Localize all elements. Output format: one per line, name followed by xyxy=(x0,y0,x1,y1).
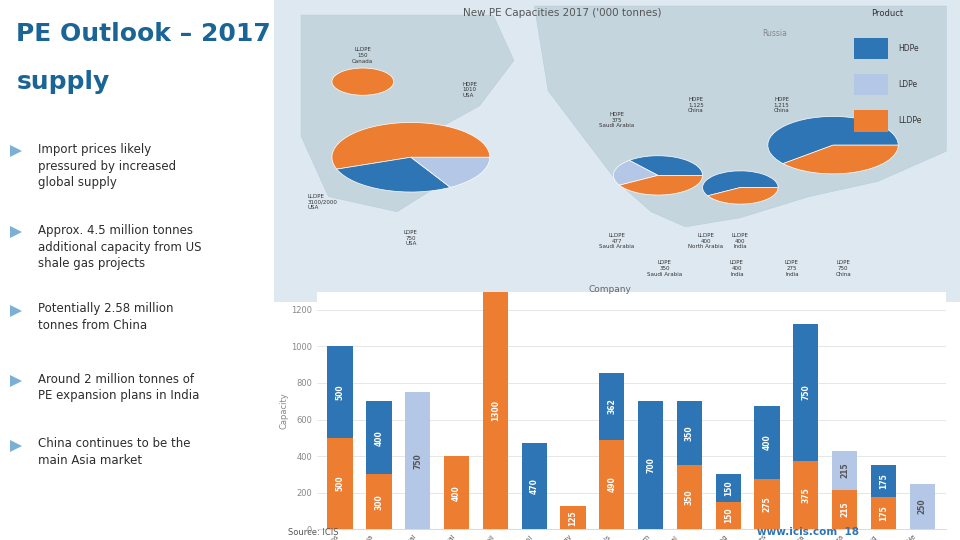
Wedge shape xyxy=(703,171,779,196)
Text: 175: 175 xyxy=(879,505,888,521)
Text: Potentially 2.58 million
tonnes from China: Potentially 2.58 million tonnes from Chi… xyxy=(38,302,174,332)
Polygon shape xyxy=(301,15,514,212)
Text: 490: 490 xyxy=(608,476,616,492)
Text: 750: 750 xyxy=(413,453,422,469)
Text: 500: 500 xyxy=(336,384,345,400)
Text: LDPE
750
USA: LDPE 750 USA xyxy=(404,230,418,246)
Text: Import prices likely
pressured by increased
global supply: Import prices likely pressured by increa… xyxy=(38,143,177,189)
Text: 250: 250 xyxy=(918,498,926,514)
Text: 150: 150 xyxy=(724,508,732,523)
Bar xyxy=(677,401,702,465)
Bar xyxy=(483,292,508,529)
Bar xyxy=(367,401,392,474)
Text: 400: 400 xyxy=(374,430,383,446)
Bar xyxy=(715,474,741,502)
Bar xyxy=(521,443,547,529)
Text: 700: 700 xyxy=(646,457,655,473)
Bar xyxy=(832,450,857,490)
Bar xyxy=(599,440,624,529)
Text: 300: 300 xyxy=(374,494,383,510)
Text: HDPE
1010
USA: HDPE 1010 USA xyxy=(463,82,477,98)
Bar xyxy=(327,438,352,529)
Wedge shape xyxy=(619,176,703,195)
Text: LDPE
350
Saudi Arabia: LDPE 350 Saudi Arabia xyxy=(647,260,683,276)
Wedge shape xyxy=(337,157,450,192)
Bar xyxy=(405,392,430,529)
Text: LDPe: LDPe xyxy=(899,80,918,89)
Text: supply: supply xyxy=(16,70,109,94)
Bar xyxy=(832,490,857,529)
Y-axis label: Capacity: Capacity xyxy=(279,392,288,429)
Text: HDPE
375
Saudi Arabia: HDPE 375 Saudi Arabia xyxy=(599,112,635,129)
Polygon shape xyxy=(535,6,947,227)
Text: LLDPE
477
Saudi Arabia: LLDPE 477 Saudi Arabia xyxy=(599,233,635,249)
Wedge shape xyxy=(708,187,779,204)
Text: LDPE
275
India: LDPE 275 India xyxy=(785,260,799,276)
Text: Approx. 4.5 million tonnes
additional capacity from US
shale gas projects: Approx. 4.5 million tonnes additional ca… xyxy=(38,224,202,270)
Text: LDPE
400
India: LDPE 400 India xyxy=(730,260,744,276)
Wedge shape xyxy=(411,157,490,187)
Bar xyxy=(853,38,888,59)
Text: 275: 275 xyxy=(762,496,772,512)
Text: 125: 125 xyxy=(568,510,578,525)
Bar xyxy=(910,483,935,529)
Bar xyxy=(561,507,586,529)
Text: Product: Product xyxy=(871,9,903,18)
Text: China continues to be the
main Asia market: China continues to be the main Asia mark… xyxy=(38,437,191,467)
Bar xyxy=(677,465,702,529)
Wedge shape xyxy=(613,160,658,185)
Text: Russia: Russia xyxy=(762,29,787,38)
Bar xyxy=(793,323,819,461)
Text: New PE Capacities 2017 ('000 tonnes): New PE Capacities 2017 ('000 tonnes) xyxy=(463,8,661,18)
Bar xyxy=(367,474,392,529)
Wedge shape xyxy=(768,117,899,164)
Text: 1300: 1300 xyxy=(491,400,500,421)
Text: 750: 750 xyxy=(802,384,810,400)
Text: 150: 150 xyxy=(724,480,732,496)
Text: 350: 350 xyxy=(684,489,694,505)
Text: Company: Company xyxy=(588,285,631,294)
Wedge shape xyxy=(332,68,394,95)
Text: PE Outlook – 2017: PE Outlook – 2017 xyxy=(16,22,271,45)
Bar xyxy=(599,374,624,440)
Bar xyxy=(755,406,780,479)
Text: HDPE
1,215
China: HDPE 1,215 China xyxy=(774,97,789,113)
Text: www.icis.com  18: www.icis.com 18 xyxy=(757,527,859,537)
Text: 362: 362 xyxy=(608,399,616,414)
Text: HDPE
1,125
China: HDPE 1,125 China xyxy=(688,97,704,113)
Text: 470: 470 xyxy=(530,478,539,494)
Text: LDPE
750
China: LDPE 750 China xyxy=(835,260,852,276)
Text: 375: 375 xyxy=(802,487,810,503)
Text: Source: ICIS: Source: ICIS xyxy=(288,528,339,537)
Text: LLDPe: LLDPe xyxy=(899,117,922,125)
Text: LLDPE
400
India: LLDPE 400 India xyxy=(732,233,749,249)
Wedge shape xyxy=(783,145,899,174)
Text: 215: 215 xyxy=(840,502,850,517)
Bar xyxy=(793,461,819,529)
Text: 400: 400 xyxy=(452,485,461,501)
Text: HDPe: HDPe xyxy=(899,44,919,53)
Wedge shape xyxy=(332,123,490,169)
Text: LLDPE
3100/2000
USA: LLDPE 3100/2000 USA xyxy=(308,193,338,210)
Bar xyxy=(853,110,888,132)
Text: 400: 400 xyxy=(762,435,772,450)
Bar xyxy=(638,401,663,529)
Text: 215: 215 xyxy=(840,462,850,478)
Bar xyxy=(871,465,896,497)
Bar xyxy=(871,497,896,529)
Text: LLDPE
150
Canada: LLDPE 150 Canada xyxy=(352,47,373,64)
Bar xyxy=(853,74,888,95)
Wedge shape xyxy=(630,156,703,176)
Text: Around 2 million tonnes of
PE expansion plans in India: Around 2 million tonnes of PE expansion … xyxy=(38,373,200,402)
Bar xyxy=(715,502,741,529)
Bar xyxy=(444,456,469,529)
Text: 500: 500 xyxy=(336,476,345,491)
Bar xyxy=(327,347,352,438)
Text: LLDPE
400
North Arabia: LLDPE 400 North Arabia xyxy=(688,233,724,249)
Text: 350: 350 xyxy=(684,426,694,441)
Text: 175: 175 xyxy=(879,474,888,489)
Bar xyxy=(755,479,780,529)
